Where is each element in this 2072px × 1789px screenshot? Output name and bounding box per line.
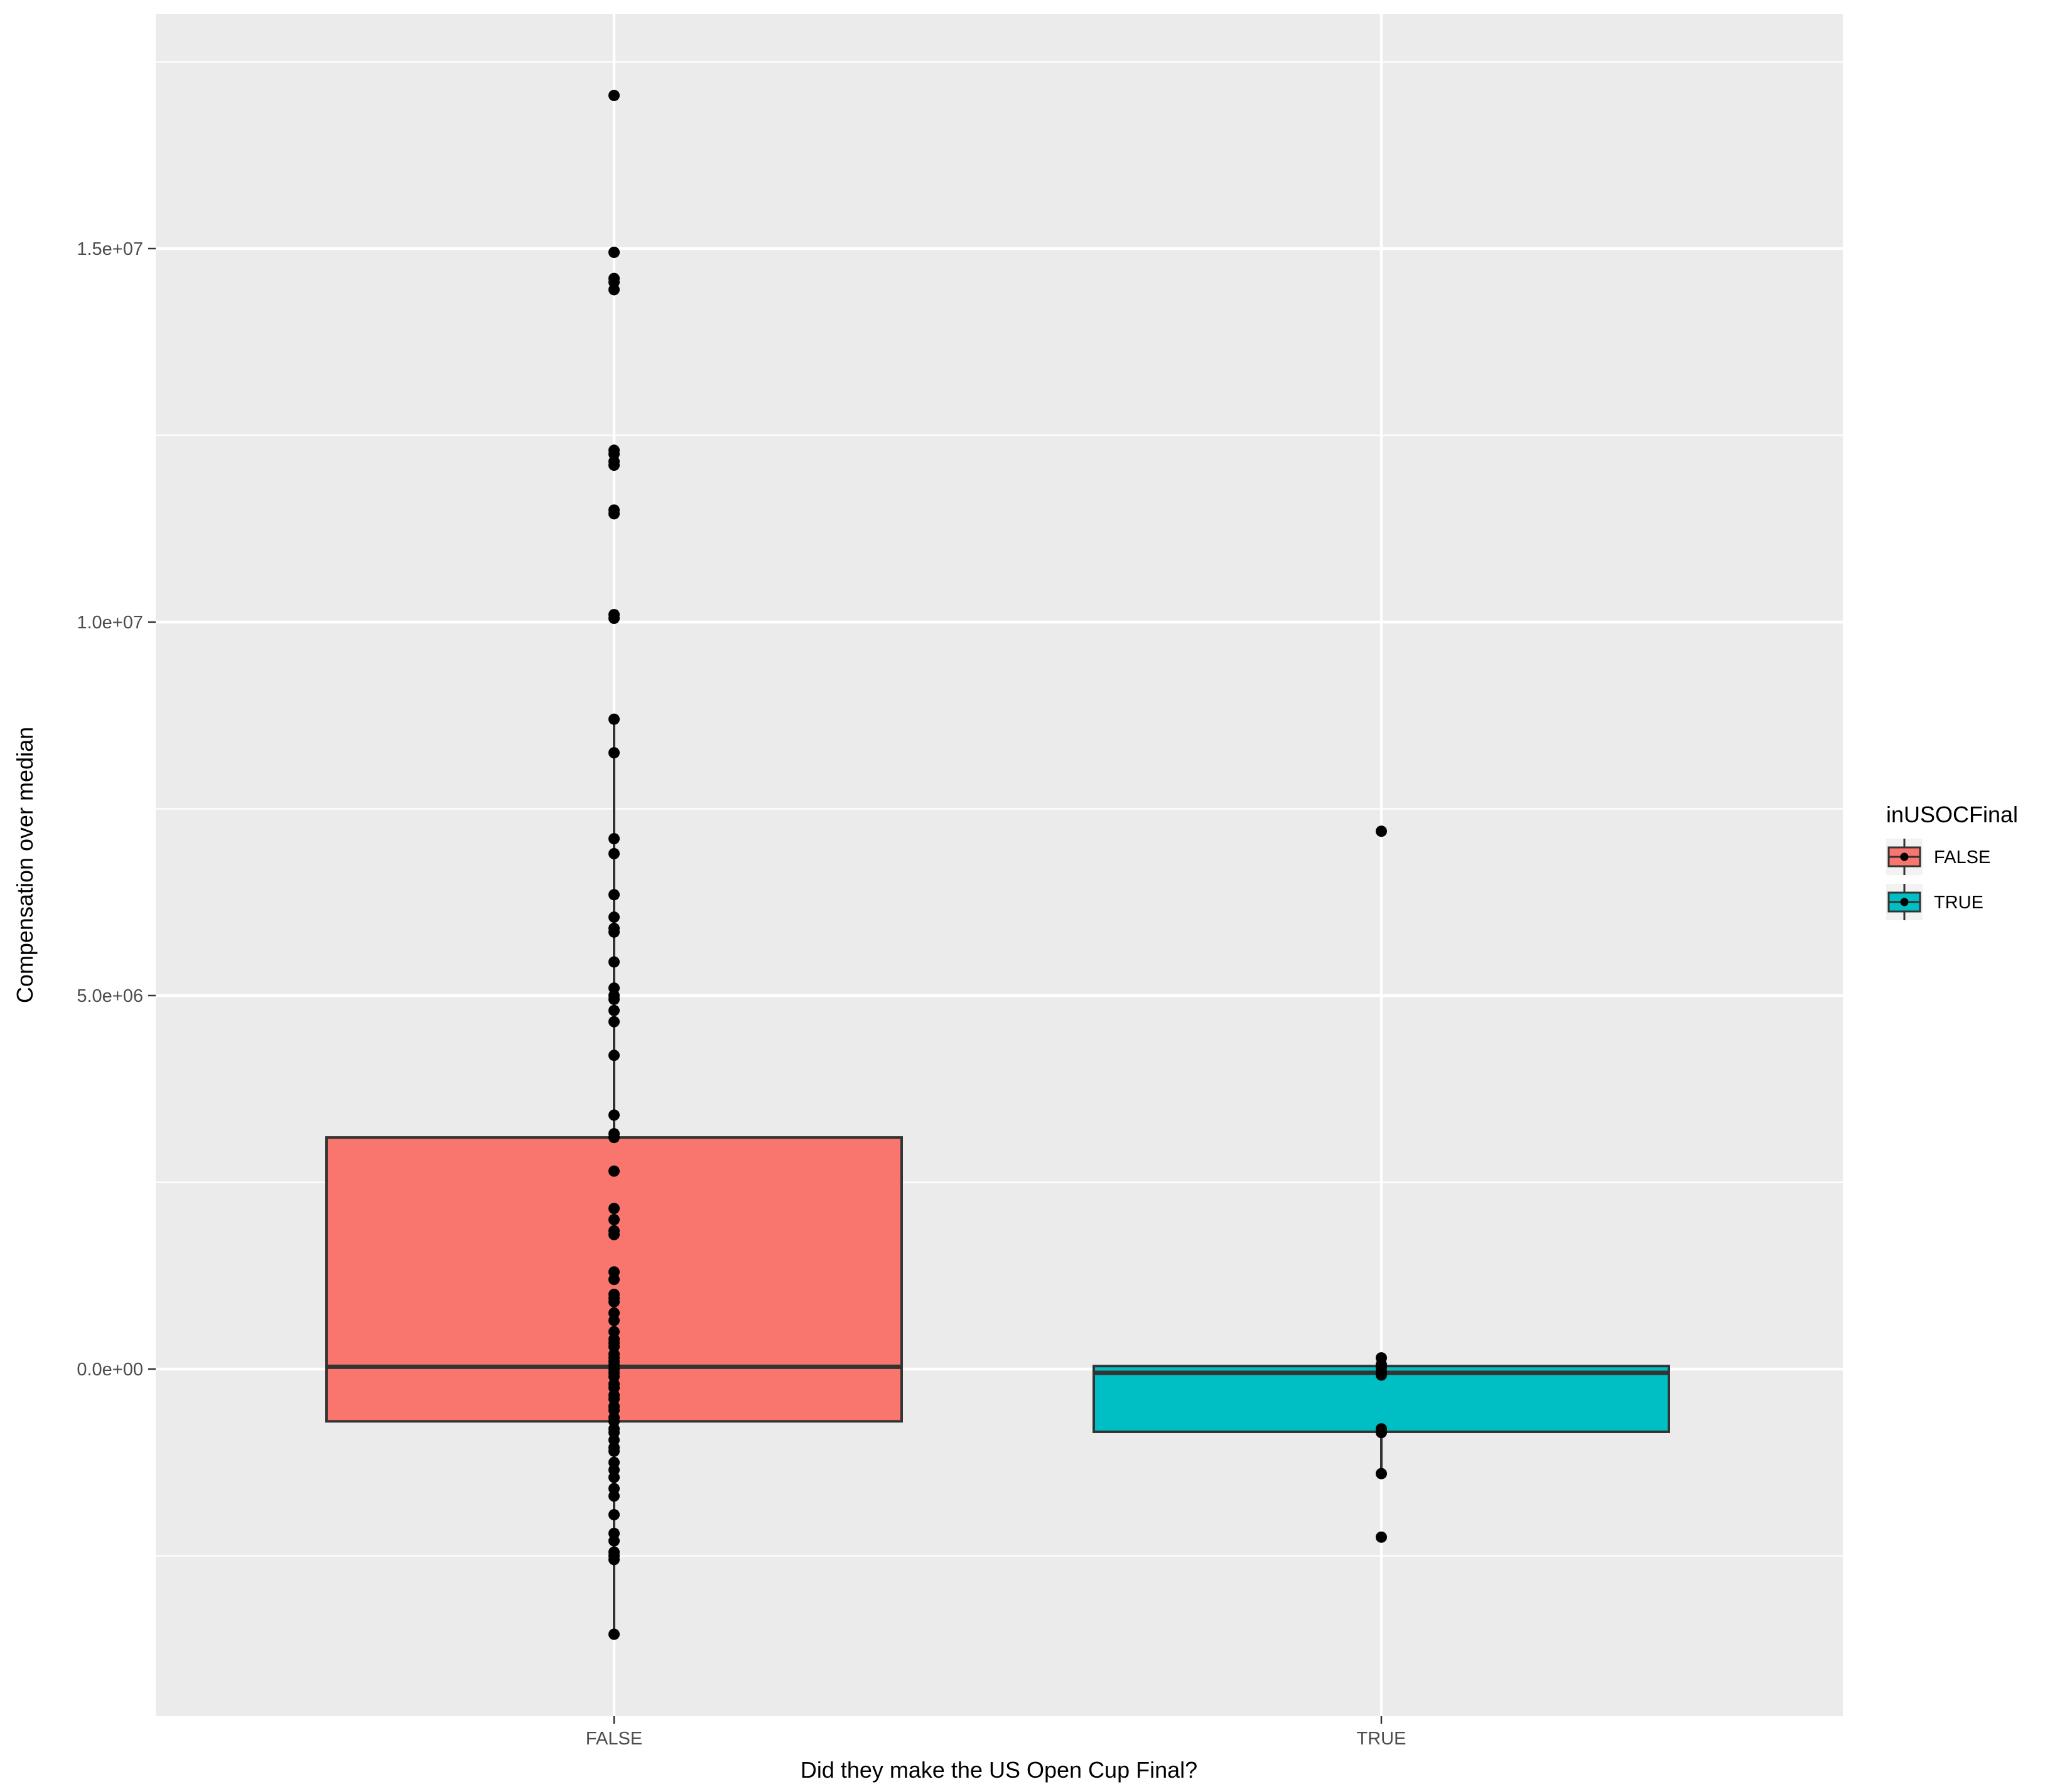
data-point [608,1228,620,1240]
data-point [1376,825,1387,837]
data-point [608,1445,620,1457]
legend: inUSOCFinal FALSE TRUE [1886,802,2018,920]
x-axis-title: Did they make the US Open Cup Final? [801,1757,1197,1783]
legend-title: inUSOCFinal [1886,802,2018,827]
data-point [608,713,620,725]
data-point [608,613,620,625]
data-point [608,1509,620,1521]
legend-key-true [1886,884,1923,920]
legend-key-point [1900,852,1909,861]
x-tick-label: TRUE [1357,1729,1406,1749]
legend-label: TRUE [1934,893,1983,913]
data-point [608,459,620,471]
data-point [608,1050,620,1061]
data-point [608,747,620,759]
data-point [608,911,620,923]
data-point [608,508,620,520]
data-point [608,1535,620,1547]
y-tick-label: 1.0e+07 [77,613,143,633]
data-point [608,284,620,296]
x-axis: FALSE TRUE [586,1716,1406,1749]
data-point [608,1314,620,1326]
data-point [608,1554,620,1566]
data-point [608,833,620,845]
data-point [608,847,620,859]
data-point [608,1016,620,1028]
panel-background [156,14,1843,1716]
data-point [1376,1369,1387,1381]
data-point [608,1490,620,1502]
data-point [608,246,620,258]
data-point [608,1203,620,1215]
data-point [608,1471,620,1483]
y-tick-label: 1.5e+07 [77,239,143,259]
data-point [1376,1427,1387,1439]
data-point [1376,1531,1387,1543]
data-point [1376,1468,1387,1480]
legend-label: FALSE [1934,847,1990,868]
y-axis: 0.0e+00 5.0e+06 1.0e+07 1.5e+07 [77,239,156,1380]
data-point [608,1165,620,1177]
data-point [608,90,620,102]
points-layer [608,90,1387,1640]
x-tick-label: FALSE [586,1729,642,1749]
data-point [608,926,620,938]
data-point [608,1296,620,1308]
data-point [608,1004,620,1016]
data-point [608,956,620,968]
data-point [608,1132,620,1144]
data-point [608,1274,620,1286]
data-point [608,1214,620,1225]
legend-key-false [1886,839,1923,875]
y-tick-label: 0.0e+00 [77,1360,143,1380]
legend-key-point [1900,898,1909,906]
y-tick-label: 5.0e+06 [77,986,143,1006]
y-axis-title: Compensation over median [12,727,38,1003]
data-point [608,993,620,1005]
data-point [608,1628,620,1640]
data-point [608,1109,620,1121]
data-point [608,889,620,901]
